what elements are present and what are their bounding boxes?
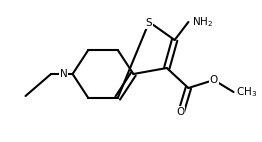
Text: NH$_2$: NH$_2$ — [192, 15, 214, 29]
Text: N: N — [60, 69, 68, 79]
Text: O: O — [210, 75, 218, 85]
Text: CH$_3$: CH$_3$ — [237, 85, 258, 99]
Text: O: O — [176, 107, 185, 117]
Text: S: S — [146, 18, 152, 28]
